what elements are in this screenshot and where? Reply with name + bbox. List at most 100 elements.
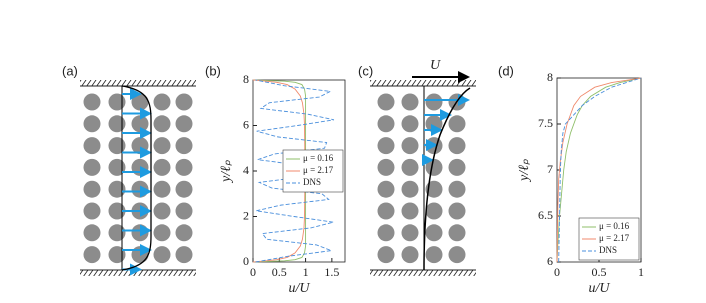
obstacle	[153, 115, 171, 133]
x-tick-label: 0.5	[272, 265, 287, 279]
obstacle	[401, 180, 419, 198]
obstacle	[153, 246, 171, 264]
y-tick-label: 2	[243, 208, 249, 222]
obstacle	[83, 158, 101, 176]
y-tick-label: 7.5	[538, 116, 553, 130]
obstacle	[83, 202, 101, 220]
obstacle	[401, 246, 419, 264]
x-tick-label: 0	[250, 265, 256, 279]
obstacle	[131, 93, 149, 111]
legend-label: μ = 0.16	[599, 221, 630, 231]
y-axis-label: y/ℓₚ	[219, 160, 234, 184]
panel-label: (d)	[498, 63, 514, 78]
obstacle	[83, 137, 101, 155]
obstacle	[401, 115, 419, 133]
obstacle	[425, 180, 443, 198]
obstacle	[448, 158, 466, 176]
x-tick-label: 1.5	[324, 265, 339, 279]
obstacle	[108, 137, 126, 155]
obstacle	[175, 224, 193, 242]
obstacle	[377, 115, 395, 133]
x-tick-label: 1	[303, 265, 309, 279]
obstacle	[448, 137, 466, 155]
legend: μ = 0.16 μ = 2.17 DNS	[282, 149, 344, 193]
panel-label: (a)	[62, 63, 78, 78]
obstacle	[175, 137, 193, 155]
obstacle	[425, 93, 443, 111]
obstacle	[108, 246, 126, 264]
obstacle	[175, 93, 193, 111]
obstacle	[377, 202, 395, 220]
obstacle	[448, 246, 466, 264]
obstacle	[448, 202, 466, 220]
obstacle	[175, 115, 193, 133]
y-tick-label: 6	[547, 254, 553, 268]
y-tick-label: 6.5	[538, 208, 553, 222]
diagram-c: U	[370, 58, 476, 276]
obstacle	[153, 93, 171, 111]
obstacle	[153, 224, 171, 242]
obstacle	[83, 246, 101, 264]
x-tick-label: 1	[638, 265, 644, 279]
obstacle	[401, 93, 419, 111]
profile	[121, 85, 152, 271]
obstacle	[425, 246, 443, 264]
obstacle	[131, 224, 149, 242]
obstacle	[108, 158, 126, 176]
obstacle	[401, 158, 419, 176]
velocity-arrows	[422, 94, 470, 166]
velocity-arrows	[122, 88, 152, 276]
obstacle	[108, 202, 126, 220]
obstacle	[377, 93, 395, 111]
obstacle	[425, 224, 443, 242]
obstacle	[425, 202, 443, 220]
series-line	[556, 77, 642, 263]
profile	[423, 87, 471, 271]
obstacle	[83, 224, 101, 242]
obstacle	[131, 246, 149, 264]
obstacle	[175, 202, 193, 220]
obstacle	[401, 137, 419, 155]
chart: 0 0.5 1 1.5 0 2 4 6 8 u/U y/ℓₚ μ = 0.16 μ = 2.17 DNS	[219, 72, 346, 296]
panel-label: (c)	[358, 63, 373, 78]
obstacle	[108, 180, 126, 198]
obstacle	[448, 115, 466, 133]
obstacle	[83, 180, 101, 198]
obstacles	[83, 93, 193, 264]
obstacle	[377, 224, 395, 242]
chart: 0 0.5 1 6 6.5 7 7.5 8 u/U y/ℓₚ μ = 0.16 μ = 2.17 DNS	[517, 70, 644, 296]
obstacle	[153, 180, 171, 198]
legend-label: μ = 0.16	[303, 153, 334, 163]
obstacle	[377, 158, 395, 176]
wall	[80, 270, 196, 276]
obstacle	[425, 158, 443, 176]
obstacle	[108, 93, 126, 111]
series-line	[558, 77, 642, 263]
obstacle	[401, 224, 419, 242]
wall	[370, 270, 476, 276]
y-tick-label: 4	[243, 163, 249, 177]
x-tick-label: 0	[554, 265, 560, 279]
obstacle	[175, 158, 193, 176]
wall	[370, 80, 476, 86]
obstacle	[377, 180, 395, 198]
wall	[80, 80, 196, 86]
x-axis-label: u/U	[289, 281, 311, 296]
legend-label: DNS	[303, 177, 321, 187]
y-tick-label: 6	[243, 117, 249, 131]
obstacle	[83, 115, 101, 133]
obstacle	[108, 115, 126, 133]
x-tick-label: 0.5	[592, 265, 607, 279]
obstacle	[175, 180, 193, 198]
obstacle	[83, 93, 101, 111]
obstacle	[448, 224, 466, 242]
legend-label: DNS	[599, 245, 617, 255]
obstacle	[448, 180, 466, 198]
diagram-a	[80, 80, 196, 276]
obstacle	[108, 224, 126, 242]
panel-label: (b)	[205, 63, 221, 78]
obstacle	[153, 202, 171, 220]
y-tick-label: 8	[243, 72, 249, 86]
obstacle	[377, 246, 395, 264]
